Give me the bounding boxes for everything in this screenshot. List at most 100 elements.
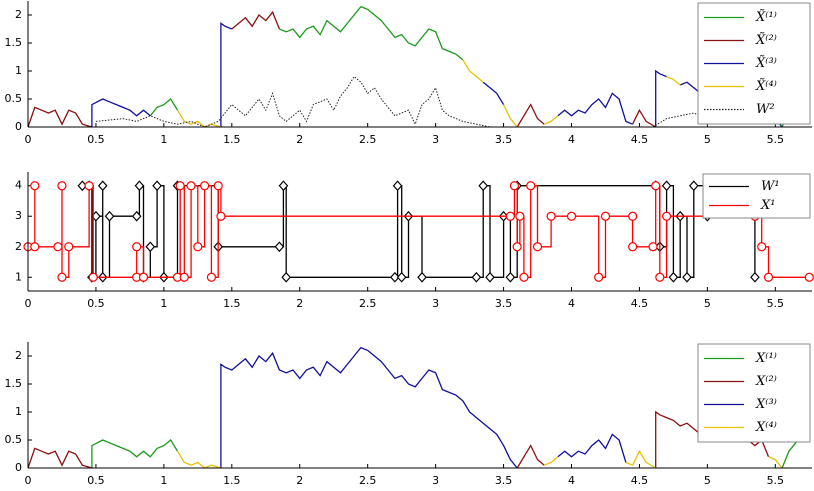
x-tick-label: 4 xyxy=(568,297,575,310)
marker xyxy=(804,272,814,282)
y-tick-label: 0 xyxy=(15,120,22,133)
x-tick-label: 1 xyxy=(160,297,167,310)
marker xyxy=(278,180,289,192)
legend-label: W² xyxy=(756,102,775,117)
x-tick-label: 4 xyxy=(568,133,575,146)
legend-label: W¹ xyxy=(761,179,780,194)
marker xyxy=(546,211,556,221)
y-tick-label: 1 xyxy=(15,64,22,77)
x-tick-label: 0.5 xyxy=(87,133,105,146)
marker xyxy=(526,181,536,191)
series-line xyxy=(91,22,783,128)
step-line xyxy=(82,185,756,278)
marker xyxy=(515,211,525,221)
x-tick-label: 4 xyxy=(568,474,575,487)
x-tick-label: 1.5 xyxy=(223,297,241,310)
marker xyxy=(648,242,658,252)
marker xyxy=(134,180,145,192)
marker xyxy=(104,210,115,222)
marker xyxy=(138,272,149,282)
x-tick-label: 5 xyxy=(704,133,711,146)
legend-label: X̃⁽¹⁾ xyxy=(755,9,777,25)
marker xyxy=(509,181,520,191)
y-tick-label: 0.5 xyxy=(5,433,23,446)
x-tick-label: 0.5 xyxy=(87,297,105,310)
x-tick-label: 1 xyxy=(160,474,167,487)
legend-label: X̃⁽²⁾ xyxy=(755,32,777,48)
marker xyxy=(505,271,516,283)
x-tick-label: 3 xyxy=(432,297,439,310)
x-tick-label: 3 xyxy=(432,133,439,146)
marker xyxy=(175,181,185,191)
x-tick-label: 5.5 xyxy=(767,133,785,146)
y-tick-label: 3 xyxy=(15,209,22,222)
marker xyxy=(688,180,699,192)
marker xyxy=(200,181,210,191)
marker xyxy=(193,242,203,252)
marker xyxy=(655,272,665,282)
marker xyxy=(566,211,577,221)
marker xyxy=(662,211,672,221)
x-tick-label: 4.5 xyxy=(631,297,649,310)
x-tick-label: 0 xyxy=(25,297,32,310)
legend-label: X̃⁽³⁾ xyxy=(755,55,777,71)
legend-label: X⁽⁴⁾ xyxy=(755,420,777,435)
marker xyxy=(131,210,142,222)
marker xyxy=(750,271,760,283)
marker xyxy=(179,272,189,282)
marker xyxy=(281,271,291,283)
marker xyxy=(97,180,108,192)
legend-label: X⁽¹⁾ xyxy=(755,351,777,366)
y-tick-label: 1.5 xyxy=(5,36,23,49)
legend-box xyxy=(702,173,811,219)
legend-box xyxy=(697,343,811,443)
marker xyxy=(392,180,403,192)
x-tick-label: 3.5 xyxy=(495,133,513,146)
marker xyxy=(505,211,515,221)
marker xyxy=(57,272,67,282)
marker xyxy=(57,181,67,191)
marker xyxy=(478,180,488,192)
x-tick-label: 3.5 xyxy=(495,297,513,310)
x-tick-label: 5 xyxy=(704,474,711,487)
marker xyxy=(145,241,156,253)
x-tick-label: 2 xyxy=(296,474,303,487)
x-tick-label: 2.5 xyxy=(359,297,377,310)
x-tick-label: 2 xyxy=(296,297,303,310)
series-line xyxy=(220,346,627,469)
x-tick-label: 5 xyxy=(704,297,711,310)
marker xyxy=(274,241,285,253)
marker xyxy=(651,181,661,191)
x-tick-label: 3 xyxy=(432,474,439,487)
x-tick-label: 1.5 xyxy=(223,133,241,146)
x-tick-label: 3.5 xyxy=(495,474,513,487)
marker xyxy=(132,242,142,252)
marker xyxy=(485,271,495,283)
marker xyxy=(88,272,98,282)
x-tick-label: 0 xyxy=(25,133,32,146)
series-line xyxy=(176,59,681,128)
marker xyxy=(213,181,223,191)
y-tick-label: 0.5 xyxy=(5,92,23,105)
legend-label: X⁽²⁾ xyxy=(755,374,777,389)
x-tick-label: 2 xyxy=(296,133,303,146)
x-tick-label: 4.5 xyxy=(631,133,649,146)
marker xyxy=(512,242,522,252)
marker xyxy=(594,272,604,282)
marker xyxy=(600,211,611,221)
series-line xyxy=(176,449,783,469)
marker xyxy=(206,272,217,282)
x-tick-label: 0 xyxy=(25,474,32,487)
y-tick-label: 0 xyxy=(15,461,22,474)
series-line xyxy=(27,10,657,128)
marker xyxy=(763,272,774,282)
step-line xyxy=(28,185,810,278)
x-tick-label: 5.5 xyxy=(767,297,785,310)
y-tick-label: 1.5 xyxy=(5,377,23,390)
x-tick-label: 1.5 xyxy=(223,474,241,487)
marker xyxy=(152,180,162,192)
legend-label: X⁽³⁾ xyxy=(755,397,777,412)
x-tick-label: 0.5 xyxy=(87,474,105,487)
